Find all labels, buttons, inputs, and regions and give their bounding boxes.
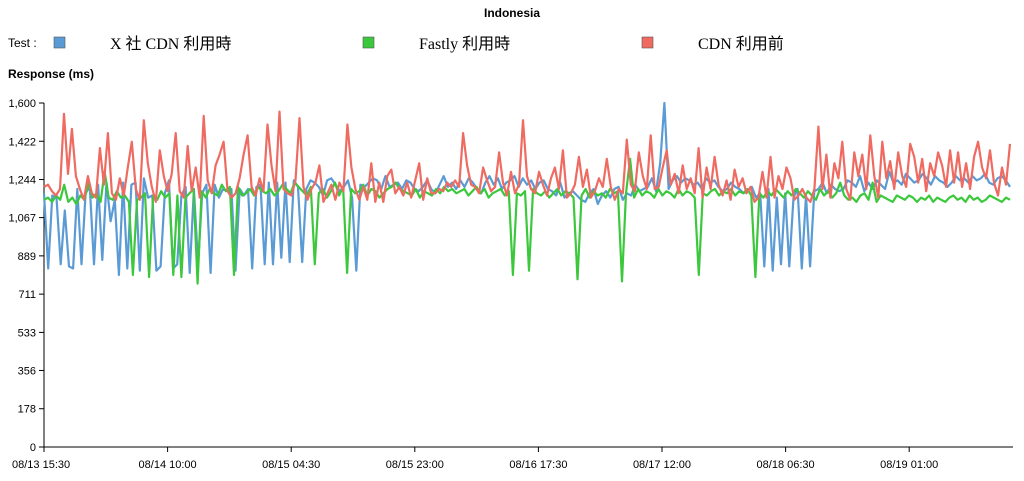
y-tick-label: 711	[18, 289, 36, 301]
y-axis-ticks: 0 178 356 533 711 889 1,067 1,244 1,422 1,600	[8, 98, 44, 454]
legend-prefix: Test :	[8, 36, 37, 50]
x-tick-label: 08/17 12:00	[633, 459, 691, 471]
legend-label: X 社 CDN 利用時	[110, 35, 231, 53]
y-tick-label: 1,422	[8, 136, 36, 148]
y-axis-label: Response (ms)	[8, 67, 94, 81]
y-tick-label: 1,067	[8, 213, 36, 225]
legend-label: CDN 利用前	[698, 35, 784, 53]
x-tick-label: 08/16 17:30	[509, 459, 567, 471]
series-line-2	[43, 157, 1011, 285]
y-tick-label: 1,600	[8, 98, 36, 110]
x-axis-ticks: 08/13 15:30 08/14 10:00 08/15 04:30 08/15 2…	[12, 447, 938, 471]
x-tick-label: 08/13 15:30	[12, 459, 70, 471]
x-tick-label: 08/18 06:30	[757, 459, 815, 471]
x-tick-label: 08/14 10:00	[139, 459, 197, 471]
series-line-3	[43, 110, 1012, 203]
x-tick-label: 08/15 23:00	[386, 459, 444, 471]
y-tick-label: 0	[30, 442, 36, 454]
x-tick-label: 08/15 04:30	[262, 459, 320, 471]
y-tick-label: 178	[18, 404, 36, 416]
legend-swatch	[53, 36, 66, 49]
series-group	[42, 101, 1012, 285]
y-tick-label: 1,244	[8, 175, 36, 187]
y-tick-label: 889	[18, 251, 36, 263]
legend-swatch	[641, 36, 654, 49]
legend-label: Fastly 利用時	[419, 35, 510, 53]
chart-title: Indonesia	[484, 6, 540, 20]
legend-swatch	[362, 36, 375, 49]
legend: X 社 CDN 利用時 Fastly 利用時 CDN 利用前	[53, 35, 784, 53]
series-line-1	[42, 101, 1011, 277]
x-tick-label: 08/19 01:00	[880, 459, 938, 471]
y-tick-label: 533	[18, 327, 36, 339]
y-tick-label: 356	[18, 365, 36, 377]
